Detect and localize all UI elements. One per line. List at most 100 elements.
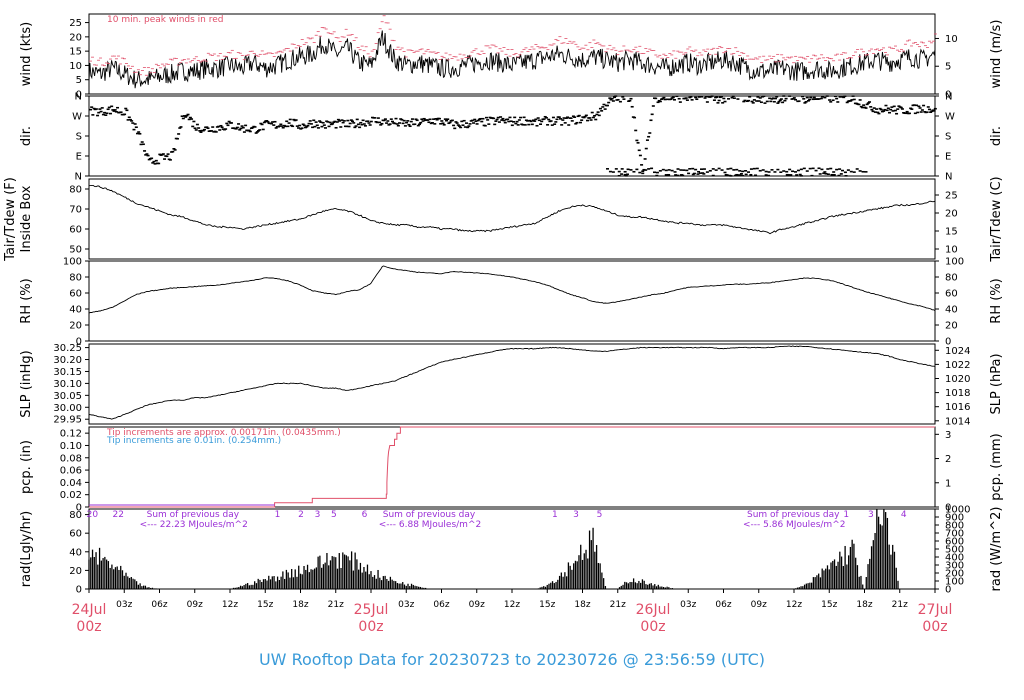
xday-label: 27Jul — [918, 602, 953, 618]
ytick-label-left: 20 — [69, 566, 82, 577]
xday-time: 00z — [358, 619, 383, 635]
rad-day-note: Sum of previous day — [747, 510, 840, 520]
ytick-label-left: E — [76, 152, 82, 163]
ytick-label-right: 80 — [945, 273, 958, 284]
xtick-label: 18z — [292, 600, 308, 610]
ytick-label-left: 0 — [76, 585, 82, 596]
ytick-label-right: 500 — [945, 545, 964, 556]
ytick-label-right: 1018 — [945, 388, 970, 399]
ytick-label-right: 15 — [945, 227, 958, 238]
ytick-label-right: 10 — [945, 245, 958, 256]
ylabel-left-temp: Inside Box — [19, 185, 34, 252]
xtick-label: 09z — [187, 600, 203, 610]
ytick-label-left: 0.10 — [60, 441, 82, 452]
ytick-label-left: 30.15 — [53, 367, 82, 378]
panel-wind: wind (kts) wind (m/s) 0 5 10 15 20 25 0 5 10 10 min… — [19, 13, 1004, 101]
ytick-label-right: 10 — [945, 34, 958, 45]
rad-day-sum: <--- 6.88 MJoules/m^2 — [379, 520, 481, 530]
ytick-label-right: S — [945, 132, 951, 143]
rad-hour-label: 4 — [901, 510, 907, 520]
ytick-label-right: E — [945, 152, 951, 163]
rad-day-note: Sum of previous day — [147, 510, 240, 520]
ylabel-left-wind: wind (kts) — [19, 22, 34, 86]
xtick-label: 06z — [433, 600, 449, 610]
xtick-label: 06z — [715, 600, 731, 610]
ylabel-right-rh: RH (%) — [989, 278, 1004, 323]
panel-dir: dir. dir.N NE ES SW WN N — [19, 92, 1004, 183]
xtick-label: 12z — [222, 600, 238, 610]
xtick-label: 15z — [257, 600, 273, 610]
slp-line — [88, 345, 936, 420]
ytick-label-left: 10 — [69, 61, 82, 72]
time-axis: 03z 06z 09z 12z 15z 18z 21z 03z 06z 09z 12z 15z 18z 2… — [72, 589, 953, 635]
ytick-label-left: 30.05 — [53, 391, 82, 402]
rad-hour-label: 1 — [552, 510, 558, 520]
ytick-label-right: 1022 — [945, 360, 970, 371]
ytick-label-right: 0 — [945, 90, 951, 101]
rad-hour-label: 3 — [315, 510, 321, 520]
temp-line — [88, 184, 936, 235]
ylabel-left-temp: Tair/Tdew (F) — [3, 177, 18, 262]
panel-frame — [88, 13, 936, 95]
rad-hour-label: 5 — [597, 510, 603, 520]
ytick-label-left: 30.00 — [53, 403, 82, 414]
ytick-label-right: 300 — [945, 561, 964, 572]
panel-frame — [88, 178, 936, 260]
ylabel-left-dir: dir. — [19, 126, 34, 146]
ytick-label-left: 80 — [69, 510, 82, 521]
xtick-label: 03z — [116, 600, 132, 610]
rad-hour-label: 22 — [113, 510, 124, 520]
ylabel-right-rad: rad (W/m^2) — [989, 507, 1004, 592]
ylabel-right-slp: SLP (hPa) — [989, 353, 1004, 414]
ytick-label-left: 25 — [69, 18, 82, 29]
ytick-label-right: W — [945, 112, 955, 123]
ytick-label-right: 0 — [945, 585, 951, 596]
panel-rad: rad(Lgly/hr) rad (W/m^2)02040608001002003… — [19, 505, 1004, 596]
wind-annotation: 10 min. peak winds in red — [107, 15, 224, 25]
rad-hour-label: 20 — [87, 510, 99, 520]
ytick-label-right: 40 — [945, 305, 958, 316]
ytick-label-left: 50 — [69, 245, 82, 256]
ytick-label-left: S — [76, 132, 82, 143]
xtick-label: 18z — [856, 600, 872, 610]
xday-time: 00z — [922, 619, 947, 635]
xday-time: 00z — [640, 619, 665, 635]
xtick-label: 06z — [151, 600, 167, 610]
ytick-label-right: 3 — [945, 430, 951, 441]
xtick-label: 21z — [610, 600, 626, 610]
ylabel-left-slp: SLP (inHg) — [19, 350, 34, 418]
pcp-line — [89, 426, 935, 508]
ytick-label-right: N — [945, 92, 952, 103]
ytick-label-left: 0.04 — [60, 478, 82, 489]
rad-hour-label: 1 — [275, 510, 281, 520]
panel-frame — [88, 95, 936, 177]
ytick-label-right: 1014 — [945, 416, 970, 427]
xtick-label: 21z — [328, 600, 344, 610]
ylabel-right-temp: Tair/Tdew (C) — [989, 176, 1004, 262]
ytick-label-right: 25 — [945, 191, 958, 202]
ytick-label-right: 60 — [945, 289, 958, 300]
ytick-label-right: 0 — [945, 503, 951, 514]
rad-day-note: Sum of previous day — [383, 510, 476, 520]
ytick-label-right: 100 — [945, 577, 964, 588]
ytick-label-left: 60 — [69, 289, 82, 300]
ytick-label-right: 700 — [945, 529, 964, 540]
ytick-label-left: 80 — [69, 273, 82, 284]
ytick-label-left: 0.08 — [60, 453, 82, 464]
ylabel-left-pcp: pcp. (in) — [19, 440, 34, 494]
ytick-label-left: 30.20 — [53, 355, 82, 366]
xtick-label: 03z — [398, 600, 414, 610]
ylabel-right-dir: dir. — [989, 126, 1004, 146]
ytick-label-left: 20 — [69, 32, 82, 43]
ytick-label-left: 40 — [69, 305, 82, 316]
xday-time: 00z — [76, 619, 101, 635]
ytick-label-right: 800 — [945, 521, 964, 532]
ytick-label-right: 0 — [945, 337, 951, 348]
ytick-label-right: 600 — [945, 537, 964, 548]
ytick-label-right: N — [945, 172, 952, 183]
ytick-label-right: 900 — [945, 513, 964, 524]
ytick-label-left: 60 — [69, 225, 82, 236]
ylabel-left-rh: RH (%) — [19, 278, 34, 323]
ytick-label-left: 0.12 — [60, 429, 82, 440]
